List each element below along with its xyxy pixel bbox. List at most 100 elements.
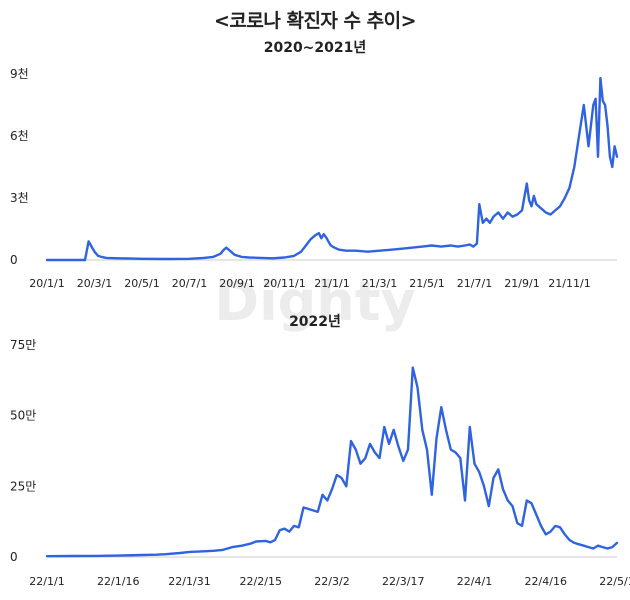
data-point <box>416 386 418 388</box>
data-point <box>412 246 414 248</box>
data-point <box>317 511 319 513</box>
data-point <box>464 244 466 246</box>
chart-subtitle: 2022년 <box>289 314 341 330</box>
data-point <box>426 448 428 450</box>
data-point <box>421 245 423 247</box>
data-point <box>233 254 235 256</box>
data-point <box>587 546 589 548</box>
x-tick-label: 22/1/31 <box>168 575 210 588</box>
data-point <box>331 488 333 490</box>
data-point <box>482 222 484 224</box>
data-point <box>318 232 320 234</box>
x-tick-label: 20/5/1 <box>124 277 159 290</box>
data-point <box>431 494 433 496</box>
data-point <box>578 135 580 137</box>
data-point <box>545 211 547 213</box>
data-point <box>530 205 532 207</box>
data-point <box>606 125 608 127</box>
data-point <box>374 451 376 453</box>
data-point <box>336 474 338 476</box>
data-point <box>478 203 480 205</box>
data-point <box>485 218 487 220</box>
data-point <box>489 222 491 224</box>
data-point <box>483 485 485 487</box>
data-point <box>223 249 225 251</box>
data-point <box>611 166 613 168</box>
data-point <box>431 244 433 246</box>
data-point <box>421 429 423 431</box>
y-tick-label: 9천 <box>10 66 29 81</box>
data-point <box>407 448 409 450</box>
x-tick-label: 22/1/16 <box>97 575 139 588</box>
x-tick-label: 21/9/1 <box>504 277 539 290</box>
data-point <box>321 494 323 496</box>
data-point <box>46 555 48 557</box>
data-point <box>212 550 214 552</box>
data-point <box>440 245 442 247</box>
data-point <box>165 258 167 260</box>
data-point <box>91 246 93 248</box>
x-tick-label: 22/3/17 <box>382 575 424 588</box>
chart-subtitle: 2020~2021년 <box>264 40 367 56</box>
y-tick-label: 3천 <box>10 190 29 205</box>
data-point <box>241 256 243 258</box>
x-tick-label: 22/2/15 <box>240 575 282 588</box>
data-point <box>564 533 566 535</box>
data-point <box>469 426 471 428</box>
data-point <box>397 446 399 448</box>
chart-main-title: <코로나 확진자 수 추이> <box>213 10 417 32</box>
data-point <box>516 213 518 215</box>
data-point <box>502 488 504 490</box>
data-point <box>402 460 404 462</box>
data-point <box>476 242 478 244</box>
data-point <box>597 156 599 158</box>
data-point <box>535 203 537 205</box>
data-point <box>293 255 295 257</box>
data-point <box>225 246 227 248</box>
data-point <box>435 437 437 439</box>
data-point <box>179 552 181 554</box>
data-point <box>355 448 357 450</box>
data-point <box>46 259 48 261</box>
data-point <box>611 546 613 548</box>
data-point <box>70 555 72 557</box>
data-point <box>298 526 300 528</box>
data-point <box>84 259 86 261</box>
data-point <box>554 525 556 527</box>
data-point <box>248 256 250 258</box>
data-point <box>117 257 119 259</box>
watermark-text: Dighty <box>214 270 415 333</box>
series-line <box>45 366 619 558</box>
data-point <box>521 525 523 527</box>
data-point <box>264 540 266 542</box>
data-point <box>188 258 190 260</box>
data-point <box>530 502 532 504</box>
data-point <box>497 211 499 213</box>
data-point <box>545 533 547 535</box>
data-point <box>283 528 285 530</box>
data-point <box>271 257 273 259</box>
data-point <box>516 522 518 524</box>
data-point <box>616 156 618 158</box>
data-point <box>288 530 290 532</box>
data-point <box>609 156 611 158</box>
data-point <box>325 236 327 238</box>
data-point <box>255 540 257 542</box>
data-point <box>364 457 366 459</box>
data-point <box>359 463 361 465</box>
data-point <box>526 182 528 184</box>
data-point <box>454 451 456 453</box>
data-point <box>549 213 551 215</box>
data-point <box>457 245 459 247</box>
data-point <box>269 541 271 543</box>
y-tick-label: 50만 <box>10 409 36 423</box>
x-tick-label: 22/3/2 <box>314 575 349 588</box>
x-tick-label: 20/11/1 <box>263 277 305 290</box>
data-point <box>305 244 307 246</box>
data-point <box>594 98 596 100</box>
data-point <box>283 256 285 258</box>
x-tick-label: 22/4/16 <box>525 575 567 588</box>
x-tick-label: 21/11/1 <box>548 277 590 290</box>
data-point <box>222 549 224 551</box>
data-point <box>402 247 404 249</box>
